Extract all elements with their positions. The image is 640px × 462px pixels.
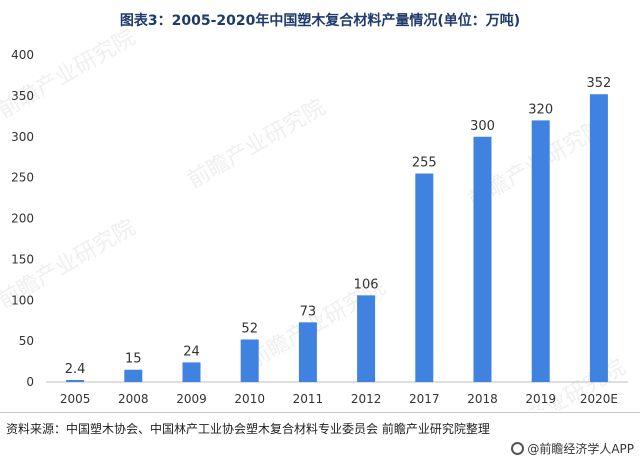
bar — [66, 380, 85, 382]
data-label: 255 — [412, 156, 437, 171]
data-label: 320 — [528, 102, 553, 117]
data-label: 73 — [300, 304, 317, 319]
bar — [124, 369, 143, 382]
data-label: 15 — [125, 352, 142, 367]
x-tick-label: 2017 — [409, 392, 440, 406]
x-axis: 2005 2008 2009 2010 2011 2012 2017 2018 2019 2020… — [60, 392, 618, 406]
y-tick-label: 100 — [11, 293, 34, 307]
bar — [240, 339, 259, 382]
y-tick-label: 150 — [11, 252, 34, 266]
footer-divider — [0, 412, 640, 413]
watermark-text: 前瞻产业研究院 — [0, 25, 140, 124]
data-label: 300 — [470, 119, 495, 134]
bar — [182, 362, 201, 382]
y-tick-label: 300 — [11, 130, 34, 144]
data-label: 52 — [241, 321, 258, 336]
source-note: 资料来源：中国塑木协会、中国林产工业协会塑木复合材料专业委员会 前瞻产业研究院整… — [6, 422, 490, 436]
data-label: 352 — [586, 76, 611, 91]
y-tick-label: 200 — [11, 212, 34, 226]
bars: 2.4 15 24 52 73 106 255 300 320 352 — [65, 76, 611, 383]
brand-logo-icon — [511, 442, 525, 455]
brand-credit: @前瞻经济学人APP — [511, 440, 634, 457]
x-tick-label: 2005 — [60, 392, 91, 406]
brand-text: @前瞻经济学人APP — [527, 442, 634, 456]
x-tick-label: 2020E — [580, 392, 618, 406]
y-tick-label: 250 — [11, 171, 34, 185]
x-tick-label: 2012 — [351, 392, 382, 406]
watermark-text: 前瞻产业研究院 — [184, 95, 330, 194]
data-label: 24 — [183, 344, 200, 359]
x-tick-label: 2019 — [525, 392, 556, 406]
y-tick-label: 0 — [26, 375, 34, 389]
bar — [298, 322, 317, 382]
y-axis: 0 50 100 150 200 250 300 350 400 — [11, 48, 34, 389]
data-label: 106 — [354, 277, 379, 292]
y-tick-label: 50 — [19, 334, 34, 348]
bar — [531, 120, 550, 383]
y-tick-label: 400 — [11, 48, 34, 62]
x-tick-label: 2008 — [118, 392, 149, 406]
x-tick-label: 2018 — [467, 392, 498, 406]
bar — [415, 173, 434, 382]
bar-chart: 前瞻产业研究院前瞻产业研究院前瞻产业研究院前瞻产业研究院前瞻产业研究院前瞻产业研… — [0, 25, 630, 410]
y-tick-label: 350 — [11, 89, 34, 103]
chart-title: 图表3：2005-2020年中国塑木复合材料产量情况(单位：万吨) — [119, 13, 521, 29]
bar — [589, 94, 608, 383]
x-tick-label: 2011 — [293, 392, 324, 406]
x-tick-label: 2010 — [234, 392, 265, 406]
bar — [357, 295, 376, 382]
bar — [473, 136, 492, 382]
x-tick-label: 2009 — [176, 392, 207, 406]
data-label: 2.4 — [65, 362, 86, 377]
